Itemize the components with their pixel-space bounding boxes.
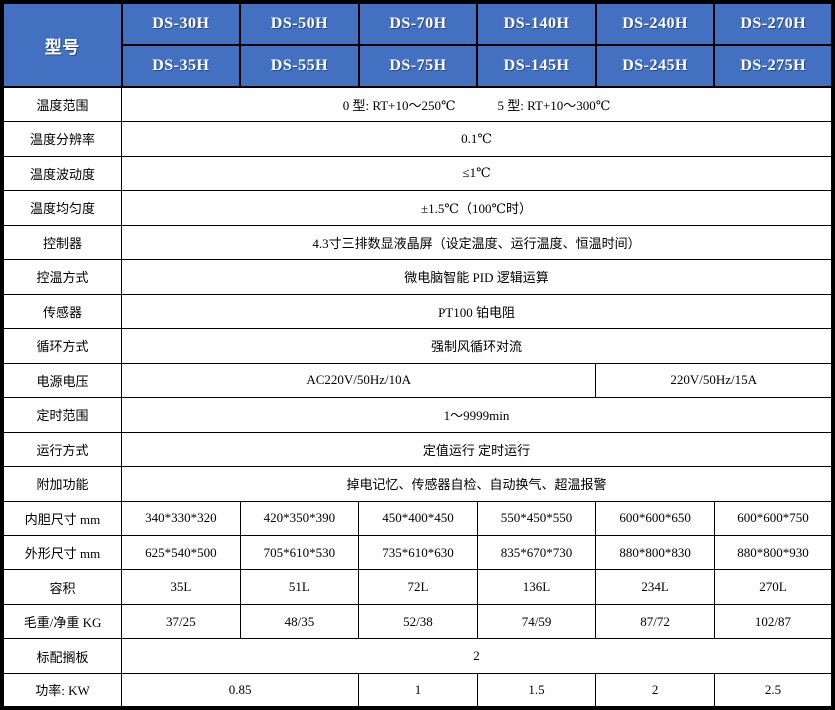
spec-value-left: AC220V/50Hz/10A <box>121 362 597 399</box>
spec-value: ≤1℃ <box>121 155 834 192</box>
spec-cell: 1 <box>358 672 478 709</box>
spec-cell: 37/25 <box>121 603 241 640</box>
spec-value: 0 型: RT+10～250℃ 5 型: RT+10～300℃ <box>121 86 834 123</box>
model-name-ds75h: DS-75H <box>357 43 479 89</box>
spec-row-control-mode: 控温方式 微电脑智能 PID 逻辑运算 <box>1 259 834 295</box>
header-row-1: 型号 DS-30H DS-50H DS-70H DS-140H DS-240H … <box>1 0 834 89</box>
model-name-ds55h: DS-55H <box>239 43 360 89</box>
spec-value: 2 <box>121 638 834 674</box>
spec-cell: 550*450*550 <box>476 500 597 536</box>
spec-cell: 0.85 <box>121 672 360 709</box>
spec-cell: 1.5 <box>476 672 597 709</box>
header-row-2: DS-35H DS-55H DS-75H DS-145H DS-245H DS-… <box>2 43 834 89</box>
row-label: 内胆尺寸 mm <box>1 500 123 536</box>
spec-cell: 74/59 <box>476 603 597 640</box>
spec-value: 微电脑智能 PID 逻辑运算 <box>121 259 834 295</box>
row-label: 温度均匀度 <box>1 190 123 226</box>
spec-value-right: 220V/50Hz/15A <box>595 362 834 399</box>
spec-cell: 600*600*750 <box>713 500 834 536</box>
model-name-ds275h: DS-275H <box>713 43 834 89</box>
spec-cell: 625*540*500 <box>121 534 241 571</box>
model-name-ds245h: DS-245H <box>594 43 716 89</box>
model-name-ds30h: DS-30H <box>120 1 242 46</box>
row-label: 温度分辨率 <box>1 121 123 157</box>
spec-row-run-mode: 运行方式 定值运行 定时运行 <box>1 431 834 468</box>
spec-value: 4.3寸三排数显液晶屏（设定温度、运行温度、恒温时间） <box>121 224 834 261</box>
spec-cell: 51L <box>239 569 360 605</box>
model-name-ds145h: DS-145H <box>476 43 597 89</box>
row-label: 循环方式 <box>1 328 123 364</box>
row-label: 控温方式 <box>1 259 123 295</box>
spec-value: 1～9999min <box>121 397 834 433</box>
spec-row-shelves: 标配搁板 2 <box>1 638 834 674</box>
spec-cell: 2.5 <box>713 672 834 709</box>
spec-row-circulation: 循环方式 强制风循环对流 <box>1 328 834 364</box>
spec-cell: 450*400*450 <box>358 500 478 536</box>
model-name-ds50h: DS-50H <box>239 1 360 46</box>
spec-cell: 420*350*390 <box>239 500 360 536</box>
spec-row-sensor: 传感器 PT100 铂电阻 <box>1 293 834 330</box>
row-label: 运行方式 <box>1 431 123 468</box>
spec-cell: 880*800*930 <box>713 534 834 571</box>
spec-cell: 102/87 <box>713 603 834 640</box>
spec-row-temp-fluctuation: 温度波动度 ≤1℃ <box>1 155 834 192</box>
spec-row-timer-range: 定时范围 1～9999min <box>1 397 834 433</box>
row-label: 控制器 <box>1 224 123 261</box>
model-name-ds140h: DS-140H <box>476 1 597 46</box>
spec-cell: 880*800*830 <box>595 534 715 571</box>
row-label: 附加功能 <box>1 466 123 502</box>
spec-value: ±1.5℃（100℃时） <box>121 190 834 226</box>
row-label: 毛重/净重 KG <box>1 603 123 640</box>
row-label: 传感器 <box>1 293 123 330</box>
spec-cell: 705*610*530 <box>239 534 360 571</box>
spec-value: PT100 铂电阻 <box>121 293 834 330</box>
spec-cell: 270L <box>713 569 834 605</box>
row-label: 功率: KW <box>1 672 123 709</box>
row-label: 电源电压 <box>1 362 123 399</box>
model-name-ds70h: DS-70H <box>357 1 479 46</box>
spec-value: 掉电记忆、传感器自检、自动换气、超温报警 <box>121 466 834 502</box>
spec-cell: 72L <box>358 569 478 605</box>
temp-range-type5: 5 型: RT+10～300℃ <box>497 98 611 114</box>
spec-cell: 48/35 <box>239 603 360 640</box>
row-label: 标配搁板 <box>1 638 123 674</box>
row-label: 定时范围 <box>1 397 123 433</box>
spec-cell: 52/38 <box>358 603 478 640</box>
spec-row-weight: 毛重/净重 KG 37/25 48/35 52/38 74/59 87/72 1… <box>1 603 834 640</box>
spec-row-temp-uniformity: 温度均匀度 ±1.5℃（100℃时） <box>1 190 834 226</box>
spec-cell: 136L <box>476 569 597 605</box>
model-name-ds270h: DS-270H <box>713 1 834 46</box>
spec-cell: 234L <box>595 569 715 605</box>
spec-row-outer-size: 外形尺寸 mm 625*540*500 705*610*530 735*610*… <box>1 534 834 571</box>
model-header-label: 型号 <box>1 0 123 89</box>
spec-value: 定值运行 定时运行 <box>121 431 834 468</box>
spec-cell: 340*330*320 <box>121 500 241 536</box>
spec-row-controller: 控制器 4.3寸三排数显液晶屏（设定温度、运行温度、恒温时间） <box>1 224 834 261</box>
temp-range-values: 0 型: RT+10～250℃ 5 型: RT+10～300℃ <box>343 95 611 114</box>
row-label: 外形尺寸 mm <box>1 534 123 571</box>
spec-row-volume: 容积 35L 51L 72L 136L 234L 270L <box>1 569 834 605</box>
spec-row-temp-resolution: 温度分辨率 0.1℃ <box>1 121 834 157</box>
spec-cell: 87/72 <box>595 603 715 640</box>
spec-cell: 835*670*730 <box>476 534 597 571</box>
spec-value: 强制风循环对流 <box>121 328 834 364</box>
temp-range-type0: 0 型: RT+10～250℃ <box>342 98 456 114</box>
row-label: 温度波动度 <box>1 155 123 192</box>
model-name-ds35h: DS-35H <box>120 43 242 89</box>
spec-row-power: 功率: KW 0.85 1 1.5 2 2.5 <box>1 672 834 709</box>
row-label: 温度范围 <box>1 86 123 123</box>
spec-row-temp-range: 温度范围 0 型: RT+10～250℃ 5 型: RT+10～300℃ <box>1 86 834 123</box>
spec-cell: 35L <box>121 569 241 605</box>
row-label: 容积 <box>1 569 123 605</box>
spec-row-inner-size: 内胆尺寸 mm 340*330*320 420*350*390 450*400*… <box>1 500 834 536</box>
spec-value: 0.1℃ <box>121 121 834 157</box>
spec-cell: 600*600*650 <box>595 500 715 536</box>
spec-cell: 2 <box>595 672 715 709</box>
model-name-ds240h: DS-240H <box>594 1 716 46</box>
spec-row-power-supply: 电源电压 AC220V/50Hz/10A 220V/50Hz/15A <box>1 362 834 399</box>
spec-row-extra-functions: 附加功能 掉电记忆、传感器自检、自动换气、超温报警 <box>1 466 834 502</box>
spec-cell: 735*610*630 <box>358 534 478 571</box>
